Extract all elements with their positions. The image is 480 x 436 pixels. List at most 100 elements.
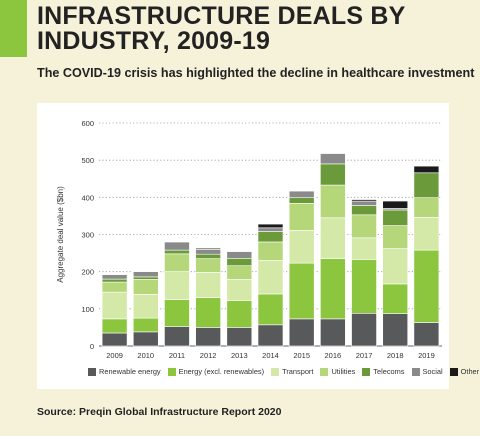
bar-segment-social: [195, 249, 221, 255]
legend-label: Transport: [282, 367, 314, 376]
bar-segment-utilities: [351, 214, 377, 239]
bar-segment-telecoms: [382, 209, 409, 226]
bar-segment-utilities: [320, 184, 346, 219]
bar-segment-renewable-energy: [382, 313, 409, 347]
x-tick-label: 2012: [200, 351, 217, 360]
subtitle: The COVID-19 crisis has highlighted the …: [37, 66, 475, 80]
bar-segment-telecoms: [257, 231, 284, 243]
legend-swatch: [320, 367, 329, 376]
bar-segment-energy-excl-renewables: [101, 318, 128, 334]
bar-segment-transport: [101, 291, 128, 320]
legend-label: Renewable energy: [99, 367, 161, 376]
bar-segment-transport: [351, 237, 377, 260]
y-tick-label: 100: [81, 305, 94, 314]
y-tick-label: 400: [81, 193, 94, 202]
x-tick-label: 2010: [137, 351, 154, 360]
bar-segment-transport: [226, 279, 253, 301]
source-note: Source: Preqin Global Infrastructure Rep…: [37, 406, 282, 418]
bar-segment-energy-excl-renewables: [257, 293, 284, 326]
bar-segment-other: [382, 200, 409, 209]
legend-item: Social: [411, 367, 443, 376]
bar-segment-energy-excl-renewables: [351, 259, 377, 314]
x-tick-label: 2016: [325, 351, 342, 360]
bar-segment-transport: [320, 217, 346, 259]
y-tick-label: 0: [90, 342, 94, 351]
bar-segment-utilities: [132, 279, 159, 295]
legend-item: Telecoms: [362, 367, 405, 376]
bar-segment-transport: [382, 248, 409, 285]
bar-segment-transport: [164, 271, 190, 300]
bar-segment-utilities: [195, 258, 221, 273]
bar-segment-transport: [257, 260, 284, 295]
bar-segment-transport: [195, 272, 221, 298]
x-tick-label: 2013: [231, 351, 248, 360]
bar-segment-energy-excl-renewables: [382, 283, 409, 314]
bar-segment-renewable-energy: [164, 326, 190, 347]
bar-segment-other: [257, 223, 284, 229]
bar-segment-social: [351, 200, 377, 206]
y-tick-label: 600: [81, 119, 94, 128]
bar-segment-telecoms: [413, 172, 440, 199]
bar-segment-energy-excl-renewables: [195, 297, 221, 328]
legend-item: Transport: [271, 367, 313, 376]
title-accent-bar: [0, 0, 27, 57]
legend-swatch: [88, 367, 96, 376]
bar-segment-telecoms: [132, 276, 159, 280]
legend-swatch: [449, 367, 458, 376]
bar-segment-utilities: [288, 202, 315, 231]
legend-label: Social: [422, 367, 443, 376]
y-tick-label: 500: [81, 156, 94, 165]
bar-segment-renewable-energy: [288, 318, 315, 347]
bar-segment-transport: [288, 230, 315, 264]
bar-segment-energy-excl-renewables: [164, 299, 190, 327]
legend-label: Utilities: [331, 367, 356, 376]
bar-segment-renewable-energy: [351, 312, 377, 347]
bar-segment-social: [101, 274, 128, 280]
x-tick-label: 2017: [356, 351, 373, 360]
bar-segment-energy-excl-renewables: [132, 317, 159, 333]
x-tick-label: 2018: [387, 351, 404, 360]
bar-segment-utilities: [257, 241, 284, 261]
bar-segment-transport: [413, 217, 440, 251]
bar-segment-energy-excl-renewables: [413, 249, 440, 323]
stacked-bar-chart: 0 100 200 300 400 500 600 Aggregate deal value …: [56, 119, 442, 360]
legend-label: Telecoms: [373, 367, 405, 376]
legend-swatch: [271, 367, 280, 376]
x-tick-label: 2009: [106, 351, 123, 360]
bar-segment-renewable-energy: [195, 327, 221, 347]
bar-segment-renewable-energy: [226, 327, 253, 347]
bar-segment-renewable-energy: [101, 332, 128, 347]
chart-legend: Renewable energy Energy (excl. renewables…: [88, 367, 479, 376]
bar-segment-telecoms: [195, 253, 221, 259]
bar-segment-renewable-energy: [320, 318, 346, 347]
bar-segment-telecoms: [320, 163, 346, 186]
legend-swatch: [411, 367, 420, 376]
bar-segment-social: [320, 153, 346, 165]
bar-segment-telecoms: [351, 205, 377, 216]
legend-item: Energy (excl. renewables): [167, 367, 264, 376]
bar-segment-utilities: [413, 197, 440, 218]
bar-segment-telecoms: [288, 197, 315, 204]
x-tick-label: 2019: [418, 351, 435, 360]
y-tick-label: 300: [81, 231, 94, 240]
bar-segment-utilities: [382, 225, 409, 249]
title-line-2: INDUSTRY, 2009-19: [37, 27, 271, 55]
legend-swatch: [362, 367, 371, 376]
bar-segment-utilities: [226, 265, 253, 280]
legend-item: Utilities: [320, 367, 355, 376]
x-tick-label: 2011: [169, 351, 185, 360]
bar-segment-utilities: [164, 253, 190, 272]
bar-segment-renewable-energy: [257, 324, 284, 347]
bar-segment-telecoms: [226, 257, 253, 267]
bar-segment-telecoms: [101, 278, 128, 283]
bar-segment-renewable-energy: [413, 322, 440, 347]
bar-segment-energy-excl-renewables: [320, 258, 346, 320]
bar-segment-social: [226, 251, 253, 259]
bar-segment-utilities: [101, 281, 128, 293]
page-title: INFRASTRUCTURE DEALS BY INDUSTRY, 2009-1…: [37, 4, 406, 54]
bar-segment-other: [195, 247, 221, 250]
legend-swatch: [167, 367, 176, 376]
bar-segment-other: [413, 165, 440, 174]
legend-item: Renewable energy: [88, 367, 161, 376]
x-tick-label: 2014: [262, 351, 279, 360]
